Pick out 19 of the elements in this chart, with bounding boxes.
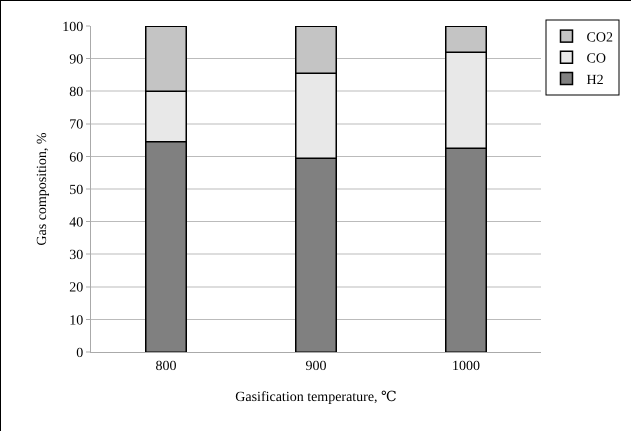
y-tick-label: 40 [69, 216, 84, 230]
y-tick-label: 80 [69, 85, 84, 100]
y-tick-label: 0 [76, 346, 84, 361]
y-tick-label: 50 [69, 182, 84, 198]
y-tick-label: 60 [69, 150, 84, 166]
legend-label: CO [586, 52, 606, 67]
y-tick-label: 10 [69, 313, 84, 328]
y-tick-label: 20 [69, 280, 84, 296]
x-tick-label: 1000 [452, 358, 480, 374]
y-tick-label: 30 [69, 248, 84, 264]
legend-label: H2 [586, 72, 604, 88]
y-tick-label: 70 [69, 118, 84, 133]
x-axis-title: Gasification temperature, ℃ [235, 390, 397, 406]
legend-label: CO2 [586, 30, 613, 46]
y-tick-label: 100 [62, 20, 84, 35]
y-tick-label: 90 [69, 52, 84, 68]
x-tick-label: 800 [156, 358, 176, 374]
x-tick-label: 900 [306, 358, 326, 374]
y-axis-title: Gas composition, % [34, 132, 50, 246]
